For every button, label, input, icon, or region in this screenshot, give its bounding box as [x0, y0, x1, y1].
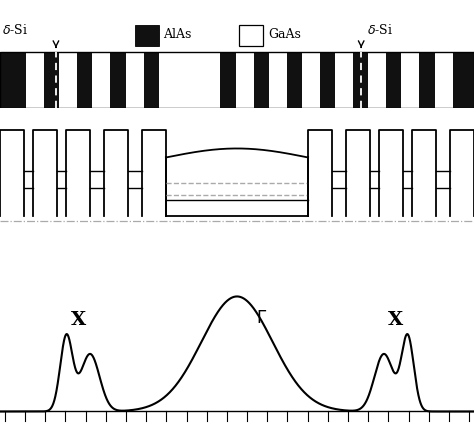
- Bar: [159, 52, 220, 108]
- Bar: [77, 52, 92, 108]
- Text: X: X: [71, 310, 86, 329]
- Bar: [335, 52, 353, 108]
- Bar: [44, 52, 59, 108]
- Text: GaAs: GaAs: [268, 28, 301, 41]
- Bar: [0, 52, 26, 108]
- Bar: [236, 52, 254, 108]
- Bar: [126, 52, 144, 108]
- Bar: [453, 52, 474, 108]
- Text: AlAs: AlAs: [164, 28, 192, 41]
- Bar: [239, 25, 263, 47]
- Bar: [368, 52, 386, 108]
- Bar: [254, 52, 269, 108]
- Text: $\Gamma$: $\Gamma$: [256, 310, 267, 327]
- Bar: [26, 52, 44, 108]
- Bar: [269, 52, 287, 108]
- Bar: [287, 52, 302, 108]
- Bar: [435, 52, 453, 108]
- Bar: [92, 52, 110, 108]
- Bar: [110, 52, 126, 108]
- Bar: [401, 52, 419, 108]
- Text: $\delta$-Si: $\delta$-Si: [2, 23, 28, 37]
- Bar: [220, 52, 236, 108]
- Bar: [0, 52, 474, 108]
- Bar: [419, 52, 435, 108]
- Bar: [59, 52, 77, 108]
- Text: X: X: [388, 310, 403, 329]
- Bar: [144, 52, 159, 108]
- Bar: [302, 52, 320, 108]
- Bar: [0, 52, 474, 108]
- Bar: [386, 52, 401, 108]
- Bar: [353, 52, 368, 108]
- Text: $\delta$-Si: $\delta$-Si: [367, 23, 393, 37]
- Bar: [135, 25, 159, 47]
- Bar: [320, 52, 335, 108]
